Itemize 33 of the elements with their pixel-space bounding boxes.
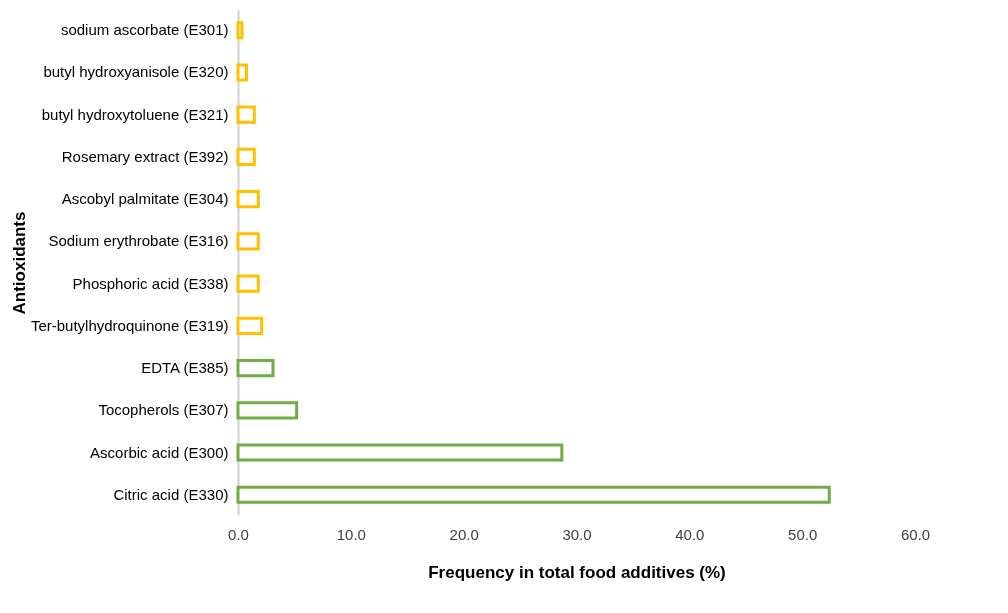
- y-axis-title: Antioxidants: [9, 211, 29, 315]
- y-tick-label: Ascobyl palmitate (E304): [61, 190, 229, 208]
- x-tick-label: 10.0: [336, 525, 366, 543]
- bar: [236, 147, 256, 167]
- bar: [236, 274, 260, 293]
- bar: [236, 358, 275, 378]
- x-tick-label: 20.0: [449, 525, 479, 543]
- bar: [236, 21, 244, 40]
- x-tick-label: 0.0: [228, 525, 249, 543]
- y-tick-label: Tocopherols (E307): [98, 401, 229, 419]
- x-tick-label: 40.0: [675, 525, 705, 543]
- y-tick-label: Sodium erythrobate (E316): [48, 232, 229, 250]
- y-tick-label: Citric acid (E330): [113, 485, 229, 503]
- x-axis-title: Frequency in total food additives (%): [428, 562, 726, 582]
- bar: [236, 232, 260, 251]
- x-tick-label: 30.0: [562, 525, 592, 543]
- bar: [236, 190, 260, 209]
- y-tick-label: butyl hydroxytoluene (E321): [41, 105, 229, 123]
- x-tick-label: 50.0: [788, 525, 818, 543]
- bar: [236, 105, 256, 124]
- y-tick-label: sodium ascorbate (E301): [60, 21, 229, 39]
- x-tick-label: 60.0: [900, 525, 931, 543]
- y-tick-label: butyl hydroxyanisole (E320): [43, 63, 229, 81]
- bar: [236, 316, 264, 335]
- bar: [236, 401, 299, 420]
- y-tick-label: Ascorbic acid (E300): [90, 443, 229, 461]
- bar: [236, 63, 248, 82]
- y-tick-label: Phosphoric acid (E338): [72, 274, 229, 292]
- y-tick-label: Rosemary extract (E392): [61, 147, 229, 165]
- y-tick-label: EDTA (E385): [141, 359, 229, 377]
- y-tick-label: Ter-butylhydroquinone (E319): [30, 316, 229, 334]
- bar: [236, 485, 831, 504]
- bar: [236, 443, 564, 462]
